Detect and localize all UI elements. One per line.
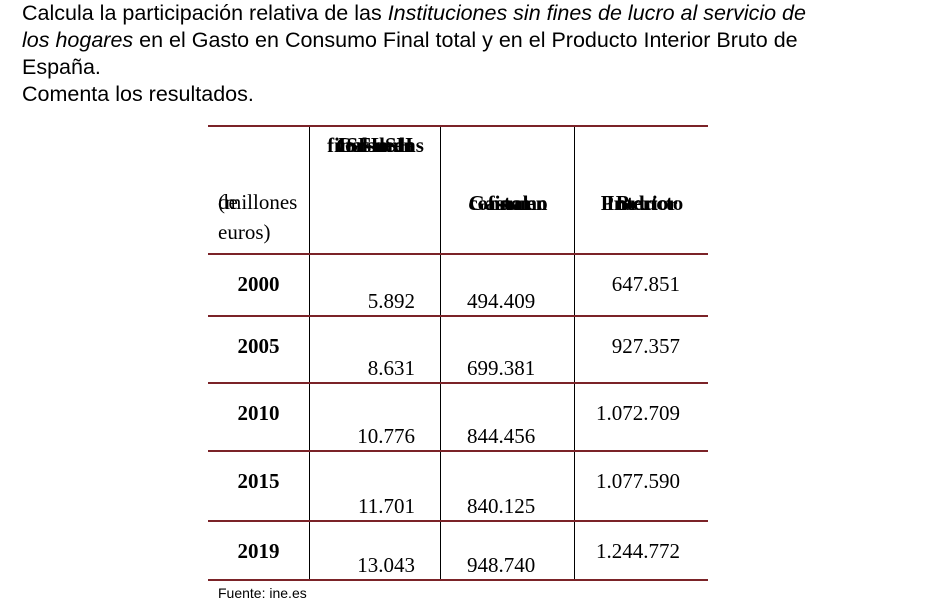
header-gasto-cell: Gasto en consumo final [440, 127, 575, 253]
table-source-note: Fuente: ine.es [218, 585, 307, 601]
header-isflsh-cell: Gasto en consumo final de las ISFLSH [309, 127, 441, 253]
table-header-rule [208, 253, 708, 255]
column-header-gasto: Gasto en consumo final [468, 191, 548, 215]
table-header-row: (millones de euros) Gasto en consumo final … [208, 127, 708, 253]
cell-pib: 1.244.772 [596, 539, 680, 563]
statement-text-cont: en el Gasto en Consumo Final total y en … [133, 28, 798, 52]
cell-pib: 1.077.590 [596, 469, 680, 493]
cell-isflsh: 8.631 [367, 356, 415, 380]
cell-gasto: 699.381 [467, 356, 536, 380]
header-units-cell: (millones de euros) [218, 190, 298, 244]
table-row: 2019 13.043 948.740 1.244.772 [208, 522, 708, 579]
statement-text: Calcula la participación relativa de las [22, 1, 388, 25]
row-year: 2000 [237, 272, 280, 296]
cell-pib: 647.851 [611, 272, 680, 296]
row-rule [208, 450, 708, 452]
column-header-isflsh: Gasto en consumo final de las ISFLSH [327, 133, 424, 157]
cell-gasto: 844.456 [467, 424, 536, 448]
table-row: 2005 8.631 699.381 927.357 [208, 317, 708, 382]
row-rule [208, 315, 708, 317]
cell-isflsh: 5.892 [367, 289, 415, 313]
header-pib-cell: Producto Interior Bruto [574, 127, 709, 253]
row-year: 2019 [237, 539, 280, 563]
table-row: 2010 10.776 844.456 1.072.709 [208, 384, 708, 450]
statement-italic-term-cont: los hogares [22, 28, 134, 52]
cell-pib: 927.357 [611, 334, 680, 358]
table-row: 2000 5.892 494.409 647.851 [208, 255, 708, 315]
row-rule [208, 520, 708, 522]
column-header-pib: Producto Interior Bruto [600, 191, 684, 215]
cell-isflsh: 10.776 [357, 424, 415, 448]
cell-isflsh: 11.701 [358, 494, 415, 518]
cell-isflsh: 13.043 [357, 553, 415, 577]
row-year: 2010 [237, 401, 280, 425]
row-year: 2015 [237, 469, 280, 493]
exercise-statement: Calcula la participación relativa de las… [22, 0, 912, 108]
cell-pib: 1.072.709 [596, 401, 680, 425]
statement-italic-term: Instituciones sin fines de lucro al serv… [387, 1, 806, 25]
table-top-rule [208, 125, 708, 127]
table-row: 2015 11.701 840.125 1.077.590 [208, 452, 708, 520]
cell-gasto: 840.125 [467, 494, 536, 518]
statement-paragraph: Calcula la participación relativa de las… [22, 0, 912, 81]
row-rule [208, 382, 708, 384]
row-year: 2005 [237, 334, 280, 358]
cell-gasto: 494.409 [467, 289, 536, 313]
statement-instruction: Comenta los resultados. [22, 82, 254, 106]
table-bottom-rule [208, 579, 708, 581]
cell-gasto: 948.740 [467, 553, 536, 577]
statement-country: España. [22, 55, 101, 79]
